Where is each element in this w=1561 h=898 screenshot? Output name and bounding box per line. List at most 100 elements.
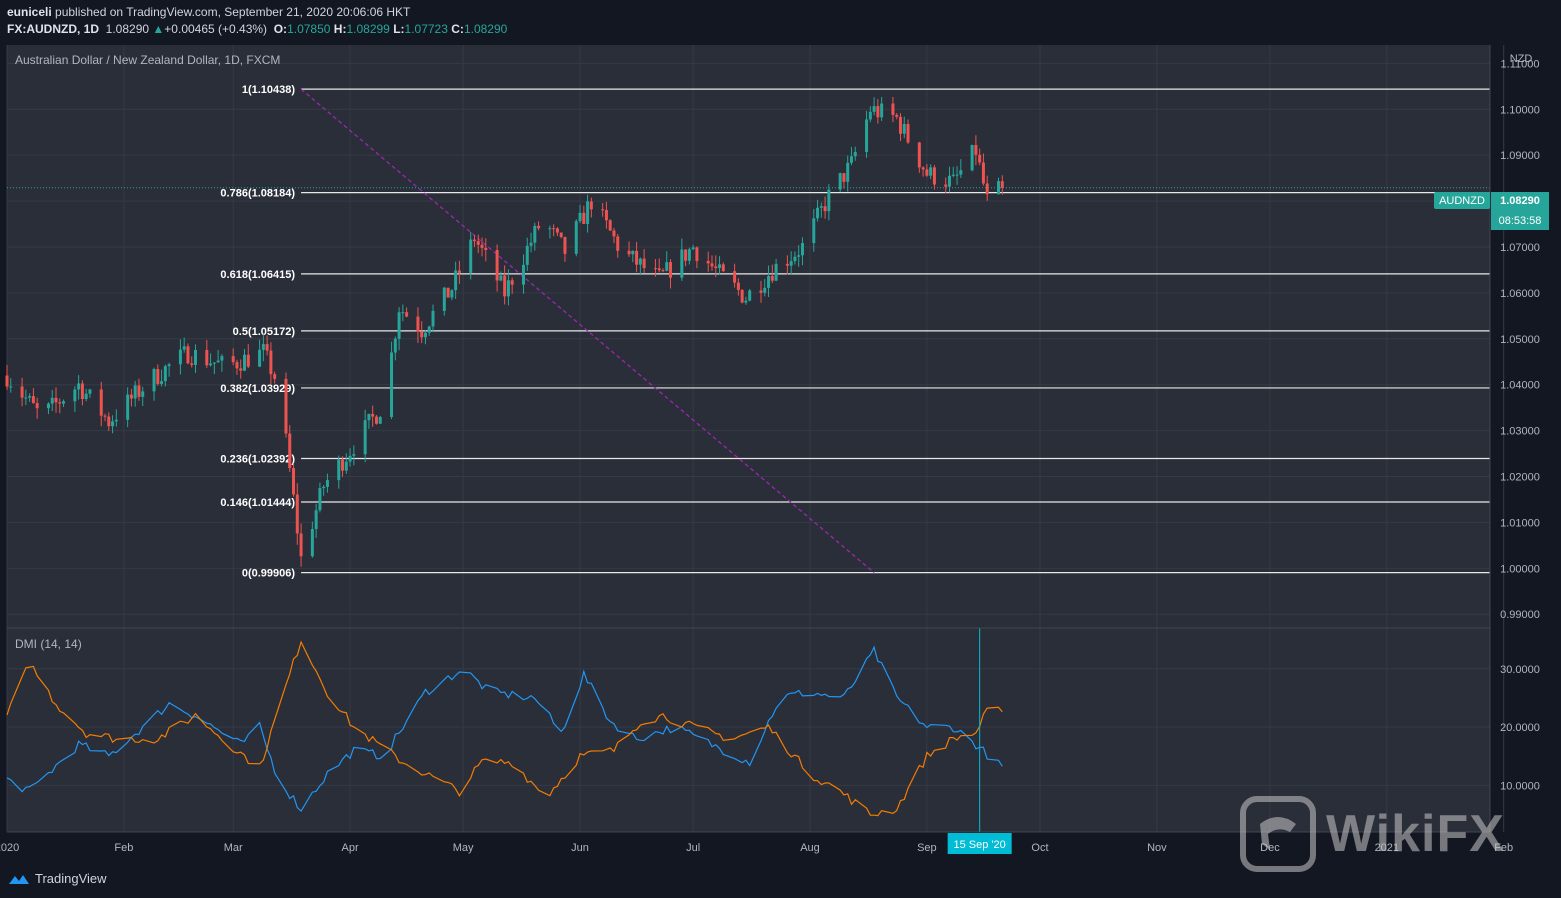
candle-body (58, 402, 62, 404)
candle-body (367, 413, 371, 421)
candle-body (665, 262, 669, 271)
candle-body (948, 175, 951, 187)
indicator-axis[interactable]: 30.0000 20.0000 10.0000 (1500, 664, 1540, 793)
candle-body (348, 455, 352, 462)
candle-body (529, 242, 533, 246)
countdown: 08:53:58 (1499, 215, 1542, 227)
candle-body (559, 232, 563, 237)
plus-di-line (6, 645, 1003, 813)
tradingview-brand[interactable]: TradingView (8, 871, 107, 886)
price-tick-label: 1.06000 (1500, 288, 1540, 300)
candle-body (194, 350, 197, 365)
open-label: O: (273, 22, 288, 36)
time-tick-label: Mar (224, 842, 243, 854)
candle-body (337, 459, 341, 481)
candle-body (77, 383, 81, 390)
candle-body (137, 385, 141, 397)
candle-body (785, 263, 789, 266)
price-badge-bg (1491, 192, 1549, 230)
high-value: 1.08299 (346, 22, 390, 36)
crosshair-date: 15 Sep '20 (954, 839, 1006, 851)
price-tick-label: 1.01000 (1500, 517, 1540, 529)
indicator-title: DMI (14, 14) (15, 637, 82, 651)
candle-body (876, 106, 880, 118)
wikifx-watermark: WikiFX (1240, 795, 1550, 873)
candle-body (959, 170, 963, 175)
candle-body (657, 268, 661, 271)
dmi-tick-label: 30.0000 (1500, 664, 1540, 676)
candle-body (390, 352, 394, 417)
candle-body (944, 184, 948, 187)
candle-body (205, 350, 209, 366)
time-tick-label: Jul (686, 842, 700, 854)
candle-body (642, 258, 646, 269)
trend-line[interactable] (300, 88, 875, 574)
time-tick-label: Aug (800, 842, 820, 854)
candle-body (684, 249, 688, 261)
symbol-label[interactable]: FX:AUDNZD, 1D (7, 22, 99, 36)
candle-body (555, 228, 559, 233)
candle-body (789, 261, 793, 266)
ohlc-line: FX:AUDNZD, 1D 1.08290 ▲+0.00465 (+0.43%)… (7, 22, 507, 36)
candle-body (141, 391, 145, 397)
publish-line: euniceli published on TradingView.com, S… (7, 5, 410, 19)
candle-body (182, 346, 186, 350)
dmi-tick-label: 10.0000 (1500, 780, 1540, 792)
brand-label: TradingView (35, 871, 107, 886)
price-axis[interactable]: 1.110001.100001.090001.080001.070001.060… (1500, 58, 1540, 621)
tradingview-logo-icon (9, 874, 29, 884)
candle-body (322, 486, 326, 489)
chart-area[interactable]: 1(1.10438) 0.786(1.08184) 0.618(1.06415) 0.… (0, 42, 1561, 860)
candle-body (190, 363, 194, 365)
candle-body (823, 206, 827, 212)
candle-body (235, 362, 239, 369)
candle-body (50, 397, 54, 404)
candle-body (31, 396, 35, 404)
symbol-badge: AUDNZD (1439, 195, 1485, 207)
candle-body (506, 280, 510, 297)
candle-body (774, 263, 778, 281)
candle-body (951, 174, 955, 176)
price-pane[interactable] (7, 45, 1490, 628)
price-tick-label: 1.05000 (1500, 334, 1540, 346)
fib-level-label: 0(0.99906) (242, 568, 296, 580)
candle-body (635, 250, 639, 265)
change-value: +0.00465 (+0.43%) (164, 22, 268, 36)
candle-body (397, 312, 401, 339)
candle-body (981, 162, 985, 184)
candle-body (243, 354, 247, 371)
low-label: L: (393, 22, 405, 36)
publisher-name[interactable]: euniceli (7, 5, 52, 19)
fib-retracement[interactable]: 1(1.10438) 0.786(1.08184) 0.618(1.06415) 0.… (7, 84, 1490, 580)
candle-body (99, 389, 103, 416)
candle-body (812, 218, 816, 244)
candle-body (929, 167, 933, 176)
indicator-pane[interactable] (7, 628, 1490, 832)
crosshair-date-badge: 15 Sep '20 (947, 833, 1012, 854)
candle-body (212, 362, 216, 364)
time-tick-label: Feb (1494, 842, 1513, 854)
candle-body (363, 420, 367, 455)
candle-body (24, 397, 28, 399)
candle-body (495, 249, 499, 281)
candle-body (246, 354, 250, 367)
candle-body (442, 287, 446, 311)
candle-body (62, 401, 66, 404)
candle-body (921, 167, 925, 170)
candle-body (827, 189, 831, 212)
candle-body (35, 403, 39, 409)
candle-body (423, 332, 427, 338)
candle-body (156, 369, 160, 384)
candle-body (797, 255, 801, 257)
candle-body (880, 103, 884, 118)
candle-body (46, 403, 50, 409)
candle-body (427, 326, 431, 333)
candle-body (472, 239, 476, 242)
candle-body (299, 533, 303, 557)
dmi-lines (6, 640, 1003, 817)
candle-body (970, 145, 974, 171)
candle-body (209, 363, 213, 366)
candle-body (695, 247, 699, 261)
candle-body (714, 266, 718, 269)
candle-body (616, 236, 620, 251)
